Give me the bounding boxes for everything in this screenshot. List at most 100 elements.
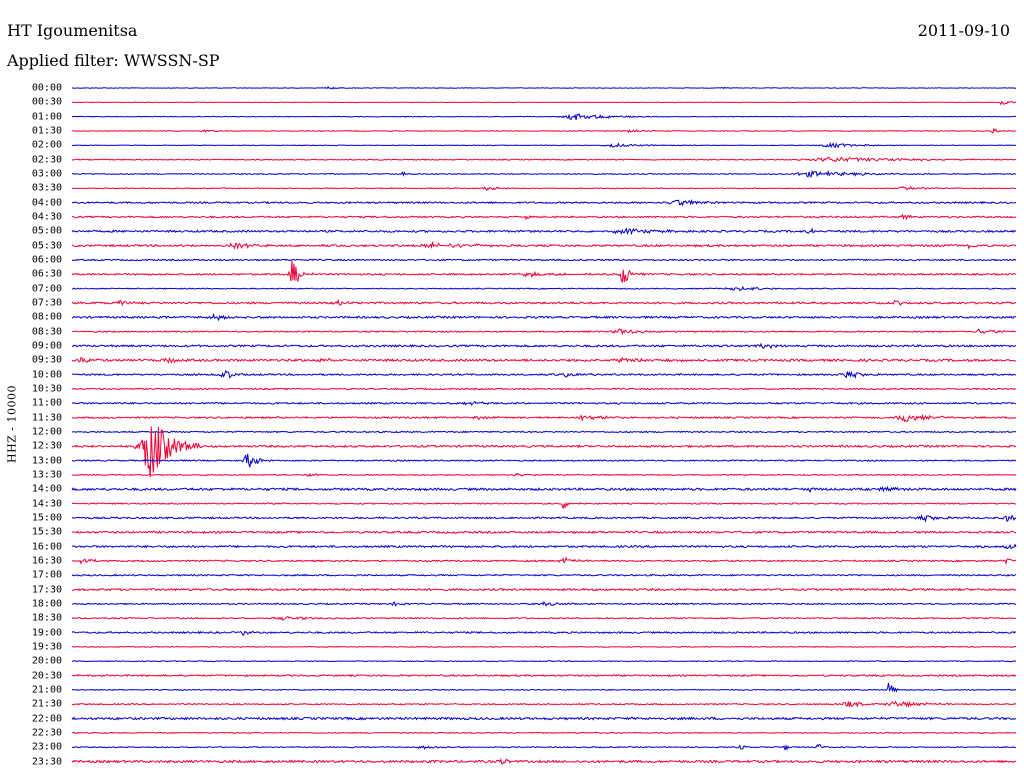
trace-line	[71, 227, 1017, 236]
time-tick-label: 16:30	[31, 555, 62, 567]
trace-line	[71, 587, 1017, 592]
time-tick-label: 02:00	[31, 139, 62, 151]
trace-line	[71, 645, 1016, 648]
time-tick-label: 12:30	[31, 440, 62, 452]
time-tick-label: 21:00	[31, 684, 62, 696]
trace-line	[71, 743, 1017, 751]
time-tick-label: 18:00	[31, 598, 62, 610]
trace-line	[71, 260, 1017, 284]
trace-line	[71, 453, 1017, 468]
time-tick-label: 05:00	[31, 225, 62, 237]
trace-line	[72, 400, 1017, 406]
time-tick-label: 03:30	[31, 182, 62, 194]
time-tick-label: 08:00	[31, 311, 62, 323]
time-tick-label: 00:00	[31, 82, 62, 94]
trace-line	[71, 100, 1017, 106]
trace-line	[71, 356, 1017, 364]
time-tick-label: 17:30	[31, 584, 62, 596]
time-tick-label: 14:00	[31, 483, 62, 495]
trace-line	[71, 86, 1017, 90]
trace-line	[71, 328, 1017, 336]
trace-line	[71, 485, 1017, 494]
time-tick-label: 19:30	[31, 641, 62, 653]
time-tick-label: 20:30	[31, 670, 62, 682]
time-tick-label: 11:30	[31, 412, 62, 424]
trace-line	[71, 113, 1017, 121]
time-tick-label: 15:30	[31, 526, 62, 538]
trace-line	[71, 615, 1017, 622]
time-tick-label: 01:30	[31, 125, 62, 137]
time-tick-label: 06:30	[31, 268, 62, 280]
trace-line	[71, 213, 1017, 221]
time-tick-label: 22:30	[31, 727, 62, 739]
time-tick-label: 12:00	[31, 426, 62, 438]
time-tick-label: 21:30	[31, 698, 62, 710]
trace-line	[71, 285, 1016, 292]
time-tick-label: 20:00	[31, 655, 62, 667]
time-tick-label: 22:00	[31, 713, 62, 725]
time-tick-label: 23:00	[31, 741, 62, 753]
time-tick-label: 05:30	[31, 240, 62, 252]
trace-line	[71, 185, 1017, 192]
time-tick-label: 18:30	[31, 612, 62, 624]
trace-line	[71, 413, 1017, 423]
trace-line	[71, 501, 1016, 509]
time-tick-label: 13:00	[31, 455, 62, 467]
station-title: HT Igoumenitsa	[7, 21, 138, 40]
trace-line	[71, 342, 1017, 350]
time-tick-label: 19:00	[31, 627, 62, 639]
time-tick-label: 09:30	[31, 354, 62, 366]
date-label: 2011-09-10	[917, 21, 1010, 40]
trace-line	[72, 312, 1017, 322]
trace-line	[71, 430, 1017, 434]
time-tick-label: 06:00	[31, 254, 62, 266]
time-tick-label: 07:00	[31, 283, 62, 295]
trace-line	[71, 543, 1017, 550]
trace-line	[71, 716, 1017, 721]
trace-line	[71, 198, 1017, 207]
trace-line	[71, 241, 1017, 250]
trace-line	[71, 682, 1016, 693]
trace-line	[71, 530, 1017, 535]
trace-line	[71, 731, 1017, 734]
trace-line	[72, 387, 1017, 391]
time-tick-label: 16:00	[31, 541, 62, 553]
time-tick-label: 00:30	[31, 96, 62, 108]
trace-line	[72, 556, 1017, 566]
trace-line	[71, 673, 1017, 678]
trace-line	[71, 369, 1017, 380]
trace-line	[71, 156, 1017, 163]
time-tick-label: 14:30	[31, 498, 62, 510]
time-tick-label: 04:00	[31, 197, 62, 209]
trace-line	[71, 142, 1017, 149]
time-tick-label: 11:00	[31, 397, 62, 409]
time-tick-label: 15:00	[31, 512, 62, 524]
time-tick-label: 08:30	[31, 326, 62, 338]
trace-line	[71, 426, 1017, 478]
filter-label: Applied filter: WWSSN-SP	[7, 51, 220, 70]
time-tick-label: 17:00	[31, 569, 62, 581]
trace-line	[71, 600, 1017, 607]
trace-line	[71, 630, 1017, 636]
trace-line	[71, 169, 1017, 178]
time-tick-label: 01:00	[31, 111, 62, 123]
trace-line	[71, 758, 1017, 765]
time-tick-label: 04:30	[31, 211, 62, 223]
time-tick-label: 03:00	[31, 168, 62, 180]
time-tick-label: 02:30	[31, 154, 62, 166]
time-tick-label: 10:30	[31, 383, 62, 395]
trace-line	[72, 660, 1017, 663]
time-tick-label: 07:30	[31, 297, 62, 309]
time-tick-label: 09:00	[31, 340, 62, 352]
time-tick-label: 23:30	[31, 756, 62, 767]
time-tick-label: 10:00	[31, 369, 62, 381]
trace-line	[71, 573, 1017, 577]
trace-line	[71, 700, 1017, 708]
trace-line	[71, 513, 1017, 523]
trace-line	[71, 258, 1017, 262]
trace-line	[71, 127, 1016, 134]
trace-line	[71, 298, 1017, 307]
trace-line	[71, 472, 1017, 478]
time-tick-label: 13:30	[31, 469, 62, 481]
